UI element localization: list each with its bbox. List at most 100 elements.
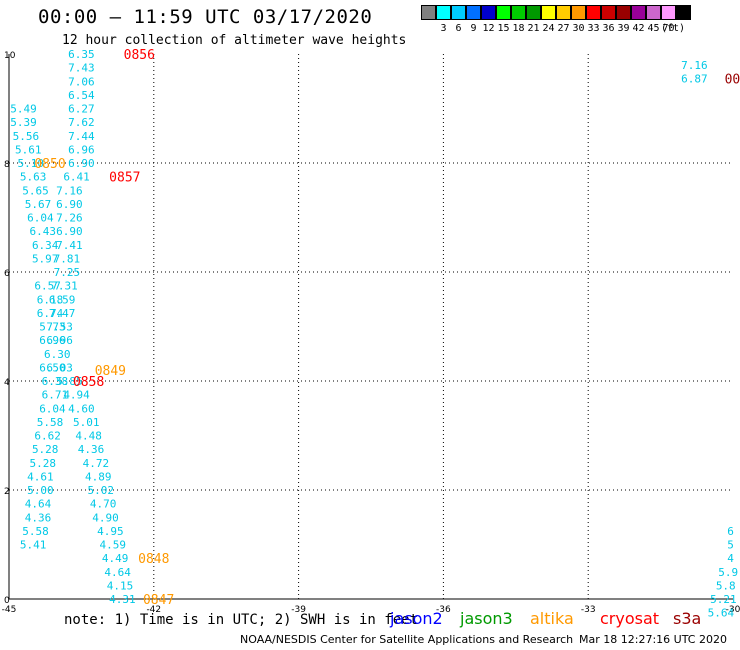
x-tick-label: -39: [291, 605, 306, 615]
x-tick-label: -33: [581, 605, 596, 615]
scale-label: 3: [440, 23, 447, 34]
scale-label: 15: [497, 23, 510, 34]
scale-swatch: [676, 5, 691, 20]
wave-height-value: 5.63: [20, 171, 47, 184]
wave-height-value: 7.41: [56, 239, 83, 252]
wave-height-value: 7.16: [681, 59, 708, 72]
scale-label: 45: [647, 23, 660, 34]
scale-swatch: [466, 5, 481, 20]
wave-height-value: 5.9: [718, 566, 738, 579]
mission-label: jason2: [390, 609, 443, 628]
scale-swatch: [451, 5, 466, 20]
wave-height-value: 5.65: [22, 184, 49, 197]
scale-swatch: [586, 5, 601, 20]
scale-swatch: [526, 5, 541, 20]
wave-height-value: 5.02: [87, 484, 114, 497]
wave-height-value: 4.60: [68, 402, 95, 415]
scale-label: 12: [482, 23, 495, 34]
wave-height-value: 6.34: [32, 239, 59, 252]
wave-height-value: 4.36: [25, 511, 52, 524]
pass-time-label: 0857: [109, 171, 140, 186]
wave-height-value: 7.26: [56, 212, 83, 225]
scale-label: 42: [632, 23, 645, 34]
page-title: 00:00 – 11:59 UTC 03/17/2020: [38, 6, 373, 28]
wave-height-value: 4.59: [100, 539, 127, 552]
scale-unit: (ft): [661, 23, 686, 34]
wave-height-value: 4.36: [78, 443, 105, 456]
wave-height-value: 6.35: [68, 48, 95, 61]
wave-height-value: 4.64: [104, 566, 131, 579]
mission-label: s3a: [673, 609, 702, 628]
y-tick-label: 0: [4, 596, 10, 606]
scale-label: 18: [512, 23, 525, 34]
credit-line: NOAA/NESDIS Center for Satellite Applica…: [240, 633, 574, 646]
mission-label: altika: [530, 609, 574, 628]
wave-height-value: 6.57: [34, 280, 61, 293]
wave-height-value: 6.71: [42, 389, 69, 402]
wave-height-value: 6.59: [49, 293, 76, 306]
wave-height-value: 6.96: [39, 334, 66, 347]
x-tick-label: -42: [146, 605, 161, 615]
scale-label: 21: [527, 23, 540, 34]
wave-height-value: 6.30: [44, 348, 71, 361]
scale-label: 36: [602, 23, 615, 34]
pass-time-label: 0849: [95, 364, 126, 379]
wave-height-value: 6.04: [27, 212, 54, 225]
wave-height-value: 4.15: [107, 579, 134, 592]
wave-height-value: 4.90: [92, 511, 119, 524]
wave-height-value: 5.64: [708, 607, 735, 620]
scale-swatch: [616, 5, 631, 20]
wave-height-value: 5.01: [73, 416, 100, 429]
wave-height-value: 6.54: [68, 89, 95, 102]
wave-height-value: 7.62: [68, 116, 95, 129]
wave-height-value: 5.73: [39, 321, 66, 334]
tick-labels: -45 -42 -39 -36 -33 -30 0 2 4 6 8 10: [2, 51, 740, 615]
mission-label: jason3: [460, 609, 513, 628]
scale-swatch: [646, 5, 661, 20]
scale-swatch: [601, 5, 616, 20]
wave-height-points: 6.357.437.066.546.277.627.446.966.906.41…: [10, 48, 738, 620]
scale-swatch: [436, 5, 451, 20]
wave-height-value: 7.81: [54, 252, 81, 265]
mission-label: cryosat: [600, 609, 660, 628]
wave-height-value: 4.89: [85, 470, 112, 483]
wave-height-value: 7.44: [68, 130, 95, 143]
wave-height-value: 7.47: [49, 307, 76, 320]
pass-time-label: 0850: [34, 157, 65, 172]
wave-height-value: 5.28: [32, 443, 59, 456]
wave-height-value: 4.95: [97, 525, 124, 538]
wave-height-value: 5.8: [716, 579, 736, 592]
wave-height-value: 6.41: [63, 171, 90, 184]
wave-height-value: 6.87: [681, 73, 708, 86]
wave-height-value: 6.74: [37, 307, 64, 320]
wave-height-value: 5.85: [56, 375, 83, 388]
y-tick-label: 2: [4, 487, 10, 497]
scale-swatch: [661, 5, 676, 20]
scale-swatch: [556, 5, 571, 20]
wave-height-value: 4: [727, 552, 734, 565]
scale-label: 9: [470, 23, 477, 34]
wave-height-value: 4.72: [83, 457, 110, 470]
wave-height-value: 6.90: [68, 157, 95, 170]
pass-time-label: 0856: [124, 48, 155, 63]
y-tick-label: 10: [4, 51, 16, 61]
wave-height-value: 6.18: [37, 293, 64, 306]
wave-height-value: 5.58: [37, 416, 64, 429]
wave-height-value: 6.62: [34, 430, 61, 443]
x-tick-label: -36: [436, 605, 451, 615]
scale-label: 33: [587, 23, 600, 34]
wave-height-value: 5.58: [22, 525, 49, 538]
wave-height-value: 6.03: [46, 361, 73, 374]
wave-height-value: 5: [727, 539, 734, 552]
wave-height-value: 6.04: [39, 402, 66, 415]
pass-time-label: 0848: [138, 552, 169, 567]
wave-height-value: 6.27: [68, 103, 95, 116]
wave-height-value: 6.96: [68, 143, 95, 156]
wave-height-value: 4.31: [109, 593, 136, 606]
pass-time-label: 0000: [725, 73, 740, 88]
wave-height-value: 5.97: [32, 252, 59, 265]
wave-height-value: 4.94: [63, 389, 90, 402]
wave-height-value: 4.64: [25, 498, 52, 511]
